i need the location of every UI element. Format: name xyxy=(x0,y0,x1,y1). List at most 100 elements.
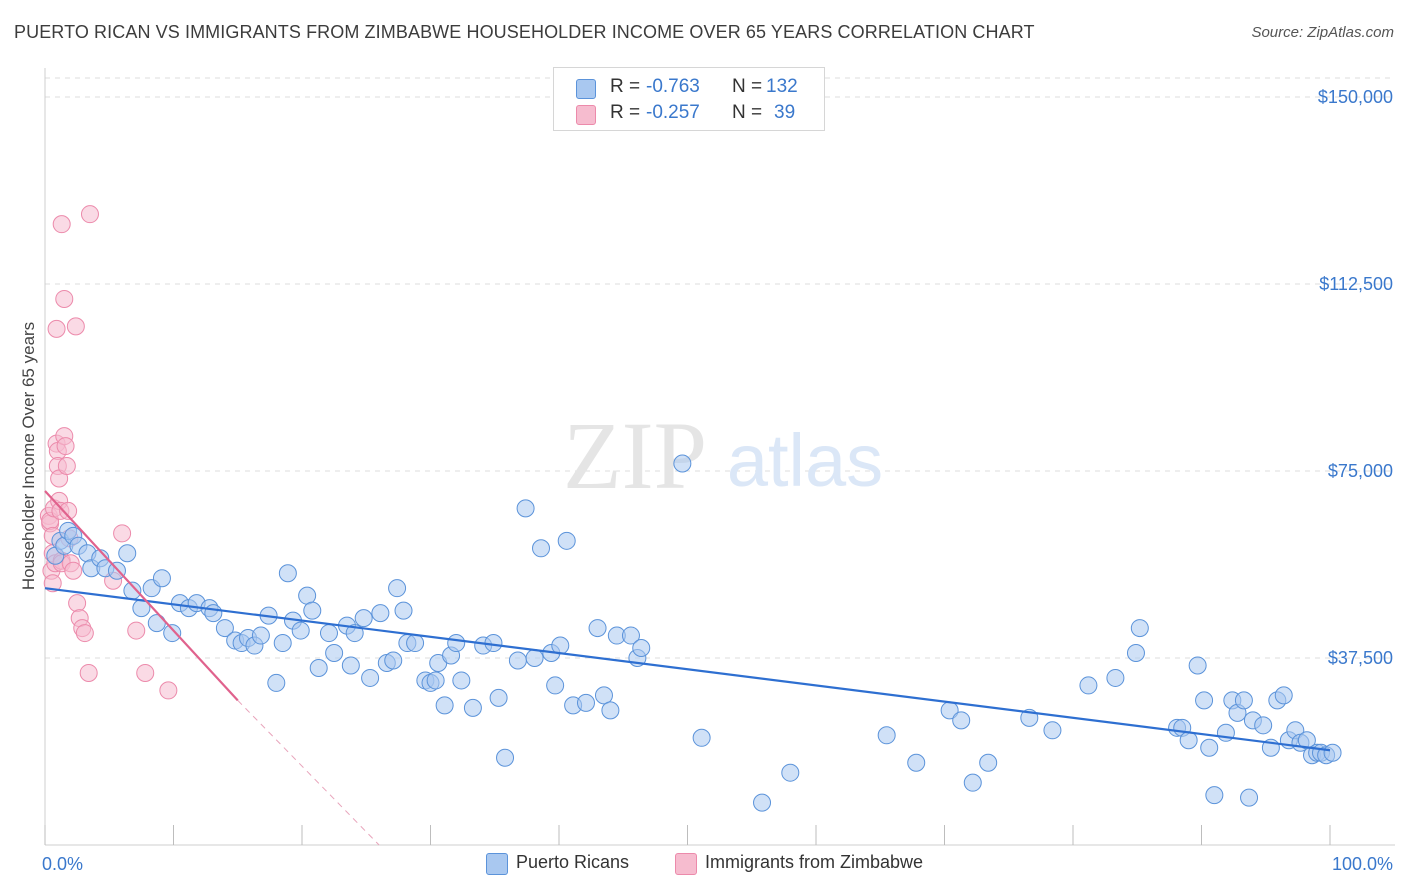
data-point-zimbabwe xyxy=(66,317,85,336)
source-label: Source: ZipAtlas.com xyxy=(1251,24,1394,41)
data-point-puerto-ricans xyxy=(1240,788,1259,807)
data-point-puerto-ricans xyxy=(781,763,800,782)
chart-title: PUERTO RICAN VS IMMIGRANTS FROM ZIMBABWE… xyxy=(14,22,1035,42)
data-point-puerto-ricans xyxy=(384,651,403,670)
data-point-zimbabwe xyxy=(52,215,71,234)
data-point-puerto-ricans xyxy=(952,711,971,730)
data-point-puerto-ricans xyxy=(1323,743,1342,762)
data-point-puerto-ricans xyxy=(576,693,595,712)
data-point-zimbabwe xyxy=(57,457,76,476)
data-point-puerto-ricans xyxy=(1179,731,1198,750)
data-point-puerto-ricans xyxy=(632,639,651,658)
y-axis-label: Householder Income Over 65 years xyxy=(19,322,38,590)
data-point-puerto-ricans xyxy=(251,626,270,645)
data-point-puerto-ricans xyxy=(371,604,390,623)
data-point-puerto-ricans xyxy=(1188,656,1207,675)
legend-swatch-pink xyxy=(576,105,596,125)
data-point-puerto-ricans xyxy=(1195,691,1214,710)
data-point-puerto-ricans xyxy=(508,651,527,670)
data-point-puerto-ricans xyxy=(406,634,425,653)
legend-n-label: N = xyxy=(732,76,763,97)
data-point-zimbabwe xyxy=(43,574,62,593)
x-tick-labels: 0.0% 100.0% xyxy=(42,854,1393,874)
data-point-zimbabwe xyxy=(56,437,75,456)
data-point-puerto-ricans xyxy=(319,624,338,643)
data-point-puerto-ricans xyxy=(1043,721,1062,740)
data-point-puerto-ricans xyxy=(163,624,182,643)
x-tick-label: 100.0% xyxy=(1332,854,1393,874)
data-point-puerto-ricans xyxy=(1205,786,1224,805)
legend-r-value: -0.257 xyxy=(646,102,700,123)
watermark: ZIP atlas xyxy=(563,402,883,509)
data-point-puerto-ricans xyxy=(1234,691,1253,710)
bottom-legend-swatch-pink xyxy=(675,853,697,875)
data-point-puerto-ricans xyxy=(753,793,772,812)
data-point-puerto-ricans xyxy=(147,614,166,633)
data-point-puerto-ricans xyxy=(447,634,466,653)
data-point-puerto-ricans xyxy=(489,688,508,707)
data-point-puerto-ricans xyxy=(877,726,896,745)
data-point-puerto-ricans xyxy=(1274,686,1293,705)
data-point-puerto-ricans xyxy=(673,454,692,473)
gridlines xyxy=(45,77,1395,659)
data-point-zimbabwe xyxy=(55,289,74,308)
legend-n-value: 39 xyxy=(774,102,796,123)
data-point-puerto-ricans xyxy=(426,671,445,690)
data-point-puerto-ricans xyxy=(601,701,620,720)
data-point-zimbabwe xyxy=(80,205,99,224)
data-point-puerto-ricans xyxy=(1130,619,1149,638)
data-point-puerto-ricans xyxy=(594,686,613,705)
stats-legend: R = -0.763 N = 132 R = -0.257 N = 39 xyxy=(553,67,825,131)
data-point-puerto-ricans xyxy=(215,619,234,638)
y-tick-label: $112,500 xyxy=(1319,274,1393,294)
data-point-puerto-ricans xyxy=(532,539,551,558)
data-point-zimbabwe xyxy=(59,501,78,520)
legend-swatch-blue xyxy=(576,79,596,99)
data-point-puerto-ricans xyxy=(1254,716,1273,735)
y-tick-label: $150,000 xyxy=(1318,87,1393,107)
data-point-zimbabwe xyxy=(136,663,155,682)
data-point-puerto-ricans xyxy=(309,658,328,677)
y-tick-labels: $37,500 $75,000 $112,500 $150,000 xyxy=(1318,87,1393,668)
trend-line-zimbabwe-extension xyxy=(237,700,380,846)
legend-n-value: 132 xyxy=(766,76,798,97)
data-point-zimbabwe xyxy=(75,624,94,643)
bottom-legend-swatch-blue xyxy=(486,853,508,875)
data-point-puerto-ricans xyxy=(546,676,565,695)
data-point-puerto-ricans xyxy=(298,586,317,605)
bottom-legend-label: Immigrants from Zimbabwe xyxy=(705,852,924,872)
data-point-puerto-ricans xyxy=(435,696,454,715)
data-point-puerto-ricans xyxy=(278,564,297,583)
data-point-puerto-ricans xyxy=(692,728,711,747)
data-point-puerto-ricans xyxy=(496,748,515,767)
y-tick-label: $75,000 xyxy=(1328,461,1393,481)
data-point-puerto-ricans xyxy=(152,569,171,588)
data-point-puerto-ricans xyxy=(303,601,322,620)
legend-r-label: R = xyxy=(610,102,641,123)
data-point-puerto-ricans xyxy=(588,619,607,638)
data-point-puerto-ricans xyxy=(118,544,137,563)
data-point-zimbabwe xyxy=(113,524,132,543)
data-point-puerto-ricans xyxy=(463,698,482,717)
trend-line-puerto-ricans xyxy=(44,587,1331,752)
legend-r-label: R = xyxy=(610,76,641,97)
data-point-zimbabwe xyxy=(47,319,66,338)
trend-lines xyxy=(44,490,1331,846)
data-point-puerto-ricans xyxy=(557,531,576,550)
trend-line-zimbabwe xyxy=(44,490,239,702)
y-tick-label: $37,500 xyxy=(1328,648,1393,668)
data-point-puerto-ricans xyxy=(979,753,998,772)
data-point-puerto-ricans xyxy=(341,656,360,675)
data-point-puerto-ricans xyxy=(325,644,344,663)
data-point-puerto-ricans xyxy=(963,773,982,792)
bottom-legend-label: Puerto Ricans xyxy=(516,852,630,872)
data-point-puerto-ricans xyxy=(621,626,640,645)
watermark-atlas: atlas xyxy=(727,419,883,502)
data-point-puerto-ricans xyxy=(267,673,286,692)
data-point-puerto-ricans xyxy=(204,604,223,623)
data-point-zimbabwe xyxy=(159,681,178,700)
data-point-zimbabwe xyxy=(64,561,83,580)
data-point-puerto-ricans xyxy=(361,668,380,687)
data-point-zimbabwe xyxy=(68,594,87,613)
